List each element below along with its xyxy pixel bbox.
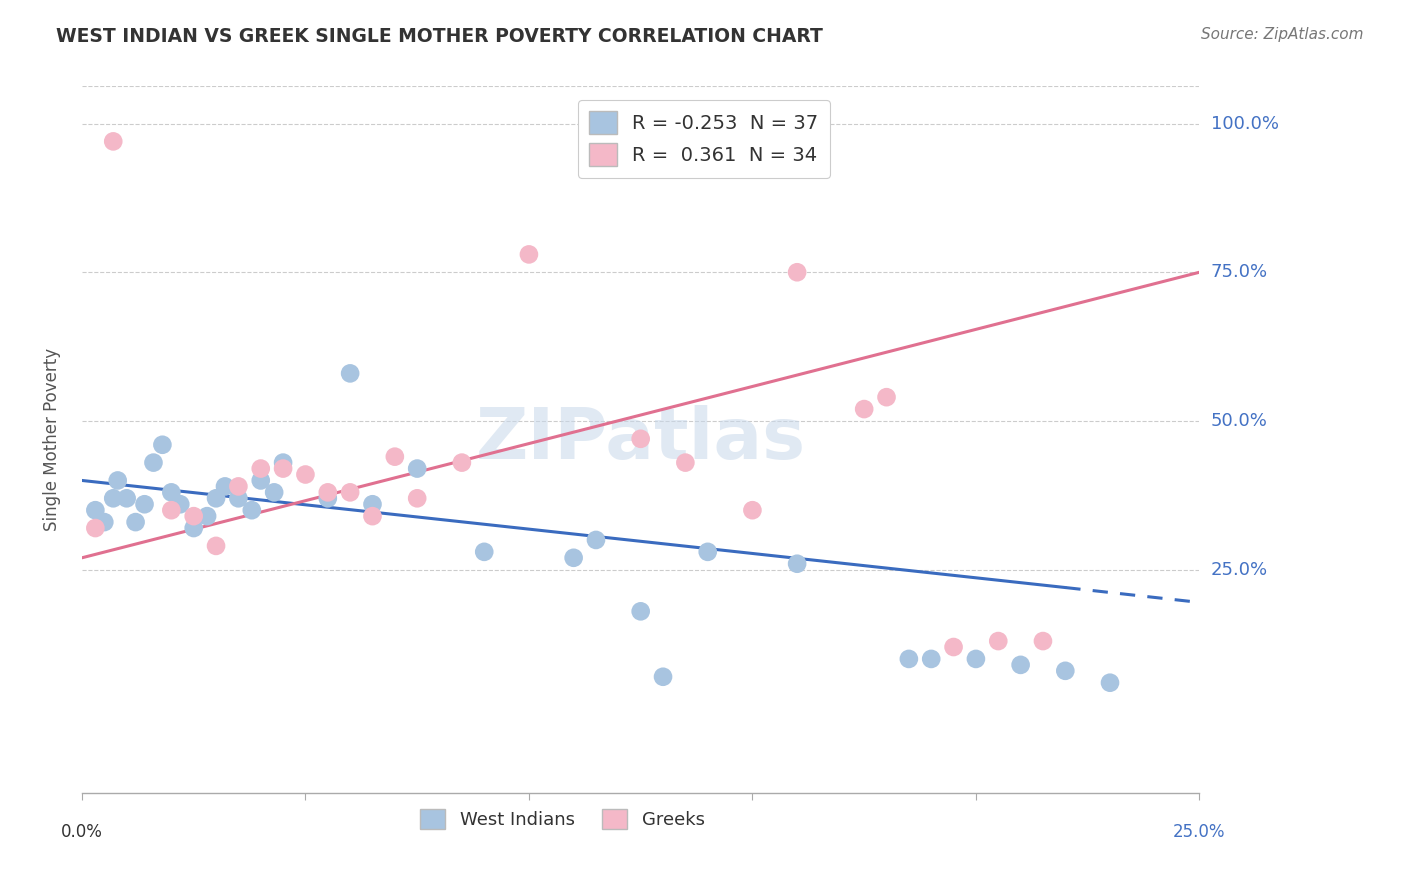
Point xyxy=(339,367,361,381)
Text: 75.0%: 75.0% xyxy=(1211,263,1268,281)
Point xyxy=(406,461,429,475)
Point xyxy=(786,265,808,279)
Text: Source: ZipAtlas.com: Source: ZipAtlas.com xyxy=(1201,27,1364,42)
Point xyxy=(183,521,205,535)
Text: 100.0%: 100.0% xyxy=(1211,114,1278,133)
Point xyxy=(271,456,294,470)
Point xyxy=(361,497,384,511)
Legend: West Indians, Greeks: West Indians, Greeks xyxy=(413,801,711,837)
Point xyxy=(1054,664,1077,678)
Point xyxy=(160,503,183,517)
Point xyxy=(562,550,585,565)
Point xyxy=(84,521,107,535)
Text: 25.0%: 25.0% xyxy=(1173,823,1226,841)
Point xyxy=(1010,657,1032,672)
Point xyxy=(263,485,285,500)
Point xyxy=(876,390,898,404)
Point xyxy=(316,491,339,506)
Point xyxy=(249,461,271,475)
Text: WEST INDIAN VS GREEK SINGLE MOTHER POVERTY CORRELATION CHART: WEST INDIAN VS GREEK SINGLE MOTHER POVER… xyxy=(56,27,823,45)
Point xyxy=(160,485,183,500)
Text: 50.0%: 50.0% xyxy=(1211,412,1267,430)
Point xyxy=(228,479,250,493)
Point xyxy=(93,515,115,529)
Point xyxy=(897,652,920,666)
Point xyxy=(249,474,271,488)
Point xyxy=(115,491,138,506)
Point xyxy=(853,402,876,417)
Point xyxy=(987,634,1010,648)
Point xyxy=(124,515,146,529)
Point xyxy=(451,456,474,470)
Point xyxy=(585,533,607,547)
Point xyxy=(630,604,652,618)
Point xyxy=(107,474,129,488)
Point xyxy=(169,497,191,511)
Point xyxy=(673,456,696,470)
Point xyxy=(240,503,263,517)
Point xyxy=(134,497,156,511)
Point xyxy=(965,652,987,666)
Point xyxy=(406,491,429,506)
Text: 25.0%: 25.0% xyxy=(1211,561,1268,579)
Point xyxy=(142,456,165,470)
Point xyxy=(195,509,218,524)
Point xyxy=(472,545,495,559)
Point xyxy=(316,485,339,500)
Point xyxy=(361,509,384,524)
Point xyxy=(517,247,540,261)
Point xyxy=(696,545,718,559)
Point xyxy=(652,670,675,684)
Point xyxy=(205,539,228,553)
Point xyxy=(942,640,965,654)
Point xyxy=(214,479,236,493)
Text: ZIPatlas: ZIPatlas xyxy=(475,405,806,474)
Text: 0.0%: 0.0% xyxy=(60,823,103,841)
Point xyxy=(205,491,228,506)
Point xyxy=(786,557,808,571)
Point xyxy=(271,461,294,475)
Point xyxy=(294,467,316,482)
Point xyxy=(384,450,406,464)
Point xyxy=(103,135,125,149)
Point xyxy=(228,491,250,506)
Point xyxy=(741,503,763,517)
Point xyxy=(920,652,942,666)
Point xyxy=(84,503,107,517)
Point xyxy=(630,432,652,446)
Point xyxy=(183,509,205,524)
Point xyxy=(339,485,361,500)
Y-axis label: Single Mother Poverty: Single Mother Poverty xyxy=(44,348,60,531)
Point xyxy=(152,438,174,452)
Point xyxy=(1032,634,1054,648)
Point xyxy=(1098,675,1121,690)
Point xyxy=(103,491,125,506)
